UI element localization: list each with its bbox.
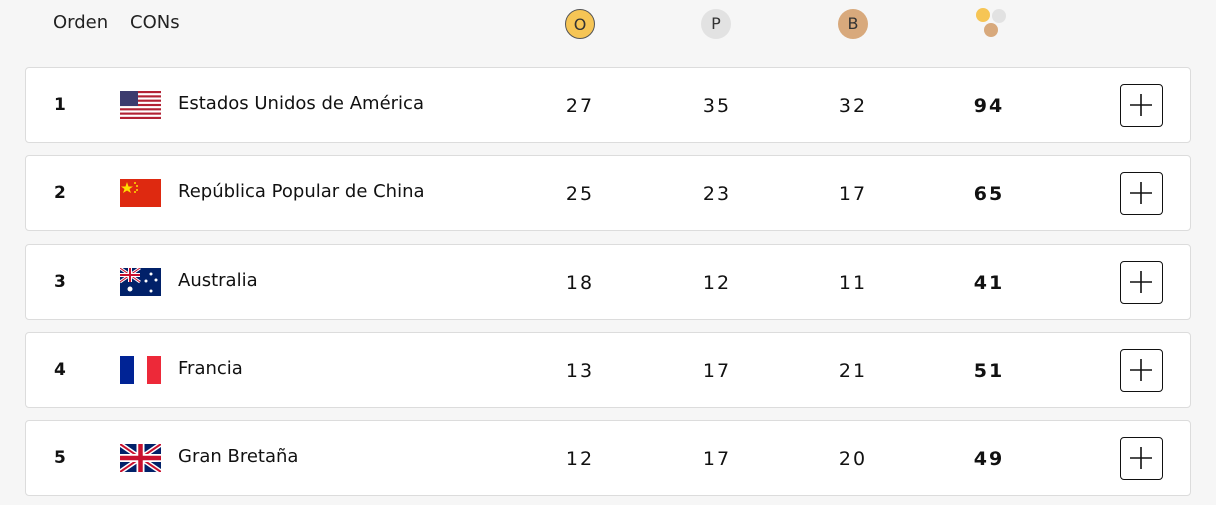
expand-button[interactable] [1120,437,1163,480]
total-icon [976,8,1006,37]
plus-icon [1130,447,1152,469]
country-name: Francia [178,358,243,379]
country-header: CONs [130,12,180,33]
total-count: 49 [973,448,1005,470]
rank: 1 [54,95,66,115]
flag [120,91,161,119]
total-count: 41 [973,272,1005,294]
country-name: Gran Bretaña [178,446,299,467]
bronze-count: 11 [838,272,868,294]
country-name: Australia [178,270,258,291]
bronze-count: 17 [838,183,868,205]
expand-button[interactable] [1120,172,1163,215]
medal-row: 4 Francia 13 17 21 51 [25,332,1191,408]
rank: 5 [54,448,66,468]
silver-count: 17 [702,360,732,382]
silver-header: P [701,9,731,39]
plus-icon [1130,94,1152,116]
country-name: Estados Unidos de América [178,93,424,114]
expand-button[interactable] [1120,349,1163,392]
total-count: 51 [973,360,1005,382]
silver-count: 17 [702,448,732,470]
silver-count: 35 [702,95,732,117]
medal-row: 2 República Popular de China 25 23 17 65 [25,155,1191,231]
gold-count: 12 [565,448,595,470]
silver-count: 23 [702,183,732,205]
bronze-header: B [838,9,868,39]
flag [120,444,161,472]
expand-button[interactable] [1120,261,1163,304]
gold-header: O [565,9,595,39]
medal-row: 5 Gran Bretaña 12 17 20 49 [25,420,1191,496]
rank: 4 [54,360,66,380]
flag [120,356,161,384]
flag [120,268,161,296]
bronze-count: 21 [838,360,868,382]
medal-row: 3 Australia 18 12 11 41 [25,244,1191,320]
flag [120,179,161,207]
plus-icon [1130,182,1152,204]
bronze-count: 20 [838,448,868,470]
plus-icon [1130,359,1152,381]
total-count: 65 [973,183,1005,205]
plus-icon [1130,271,1152,293]
gold-count: 18 [565,272,595,294]
rank-header: Orden [53,12,109,33]
medal-row: 1 Estados Unidos de América 27 35 32 94 [25,67,1191,143]
gold-count: 25 [565,183,595,205]
gold-count: 27 [565,95,595,117]
silver-count: 12 [702,272,732,294]
bronze-count: 32 [838,95,868,117]
total-count: 94 [973,95,1005,117]
expand-button[interactable] [1120,84,1163,127]
rank: 3 [54,272,66,292]
country-name: República Popular de China [178,181,425,202]
gold-count: 13 [565,360,595,382]
rank: 2 [54,183,66,203]
